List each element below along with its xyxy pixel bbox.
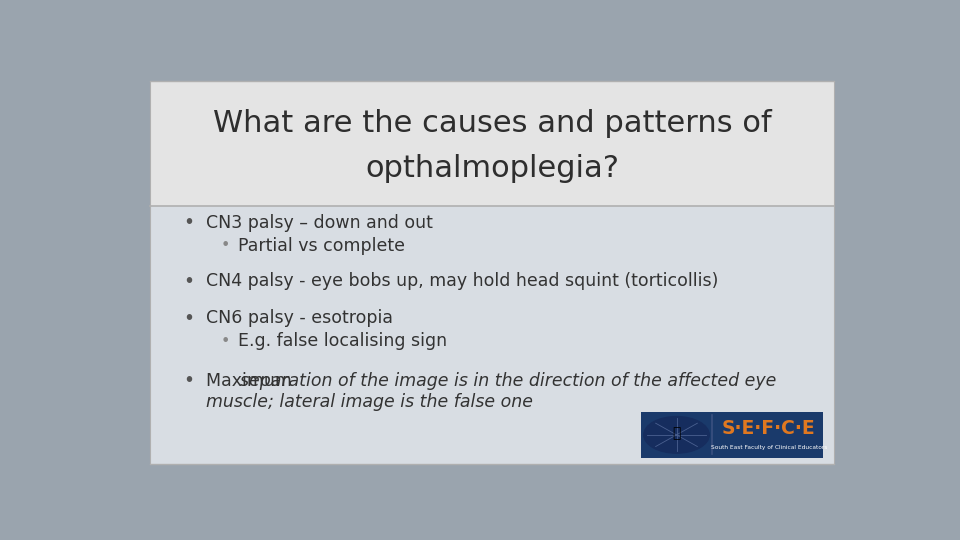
Text: What are the causes and patterns of: What are the causes and patterns of — [213, 109, 771, 138]
Text: E.g. false localising sign: E.g. false localising sign — [237, 332, 446, 350]
Text: S·E·F·C·E: S·E·F·C·E — [722, 418, 816, 437]
Text: CN4 palsy - eye bobs up, may hold head squint (torticollis): CN4 palsy - eye bobs up, may hold head s… — [205, 272, 718, 290]
Text: •: • — [221, 334, 229, 349]
FancyBboxPatch shape — [150, 82, 834, 206]
Text: 🏴: 🏴 — [672, 426, 681, 440]
Circle shape — [644, 416, 709, 453]
Text: Partial vs complete: Partial vs complete — [237, 237, 404, 255]
Text: muscle; lateral image is the false one: muscle; lateral image is the false one — [205, 394, 533, 411]
Text: •: • — [183, 272, 194, 291]
Text: •: • — [221, 238, 229, 253]
FancyBboxPatch shape — [641, 412, 823, 458]
Text: •: • — [183, 213, 194, 232]
Text: CN3 palsy – down and out: CN3 palsy – down and out — [205, 214, 432, 232]
Text: opthalmoplegia?: opthalmoplegia? — [365, 154, 619, 183]
Text: South East Faculty of Clinical Educators: South East Faculty of Clinical Educators — [710, 445, 827, 450]
Text: CN6 palsy - esotropia: CN6 palsy - esotropia — [205, 309, 393, 327]
Text: •: • — [183, 372, 194, 390]
FancyBboxPatch shape — [150, 206, 834, 464]
Text: Maximum: Maximum — [205, 372, 297, 390]
Text: separation of the image is in the direction of the affected eye: separation of the image is in the direct… — [240, 372, 777, 390]
Text: •: • — [183, 309, 194, 328]
